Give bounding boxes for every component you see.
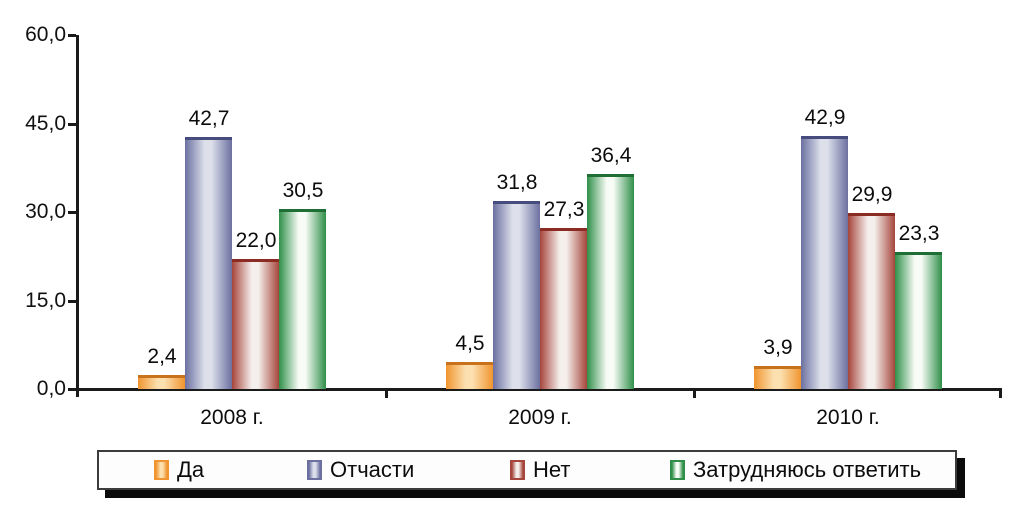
value-label: 3,9 <box>763 336 793 359</box>
bar-4-cat-2 <box>587 174 634 389</box>
value-label: 42,9 <box>804 106 846 129</box>
y-axis-tick <box>68 122 76 126</box>
bar-1-cat-2 <box>446 362 493 389</box>
x-axis-tick <box>999 391 1002 398</box>
value-label: 36,4 <box>590 144 632 167</box>
y-axis-tick <box>68 388 76 391</box>
bar-4-cat-1 <box>279 209 326 389</box>
value-label: 2,4 <box>147 345 177 368</box>
value-label: 22,0 <box>235 229 277 252</box>
value-label: 29,9 <box>851 183 893 206</box>
y-axis-tick-label: 0,0 <box>36 377 66 400</box>
y-axis-tick-label: 45,0 <box>25 111 66 135</box>
y-axis-tick <box>68 34 76 37</box>
category-label: 2008 г. <box>200 406 264 429</box>
value-label: 4,5 <box>455 332 485 355</box>
value-label: 42,7 <box>188 107 230 130</box>
legend-swatch-icon <box>670 460 685 480</box>
y-axis-tick <box>68 211 76 214</box>
bar-3-cat-2 <box>540 228 587 389</box>
y-axis-tick-label: 30,0 <box>25 200 66 223</box>
legend-label: Затрудняюсь ответить <box>693 457 922 482</box>
category-label: 2010 г. <box>816 406 880 429</box>
value-label: 27,3 <box>543 198 585 221</box>
x-axis-line <box>76 388 1002 391</box>
bar-2-cat-3 <box>801 136 848 389</box>
value-label: 31,8 <box>496 171 538 194</box>
legend-label: Отчасти <box>330 457 415 482</box>
y-axis-tick-label: 15,0 <box>25 288 66 312</box>
x-axis-tick <box>385 391 388 398</box>
y-axis-tick <box>68 299 76 303</box>
legend-item: Да <box>154 452 204 488</box>
legend-item: Отчасти <box>307 452 414 488</box>
legend-swatch-icon <box>510 460 525 480</box>
y-axis-line <box>76 35 79 397</box>
legend-label: Да <box>177 457 205 482</box>
category-label: 2009 г. <box>508 406 572 429</box>
bar-3-cat-1 <box>232 259 279 389</box>
legend: Да Отчасти Нет Затрудняюсь ответить <box>97 450 957 490</box>
bar-4-cat-3 <box>895 252 942 389</box>
legend-label: Нет <box>533 457 571 482</box>
bar-3-cat-3 <box>848 213 895 389</box>
x-axis-tick <box>693 391 696 398</box>
bar-1-cat-3 <box>754 366 801 389</box>
value-label: 30,5 <box>282 179 324 202</box>
legend-swatch-icon <box>154 460 169 480</box>
bar-2-cat-1 <box>185 137 232 389</box>
bar-1-cat-1 <box>138 375 185 389</box>
legend-item: Нет <box>510 452 570 488</box>
legend-swatch-icon <box>307 460 322 480</box>
bar-2-cat-2 <box>493 201 540 389</box>
y-axis-tick-label: 60,0 <box>25 23 66 46</box>
value-label: 23,3 <box>898 222 940 245</box>
legend-item: Затрудняюсь ответить <box>670 452 921 488</box>
